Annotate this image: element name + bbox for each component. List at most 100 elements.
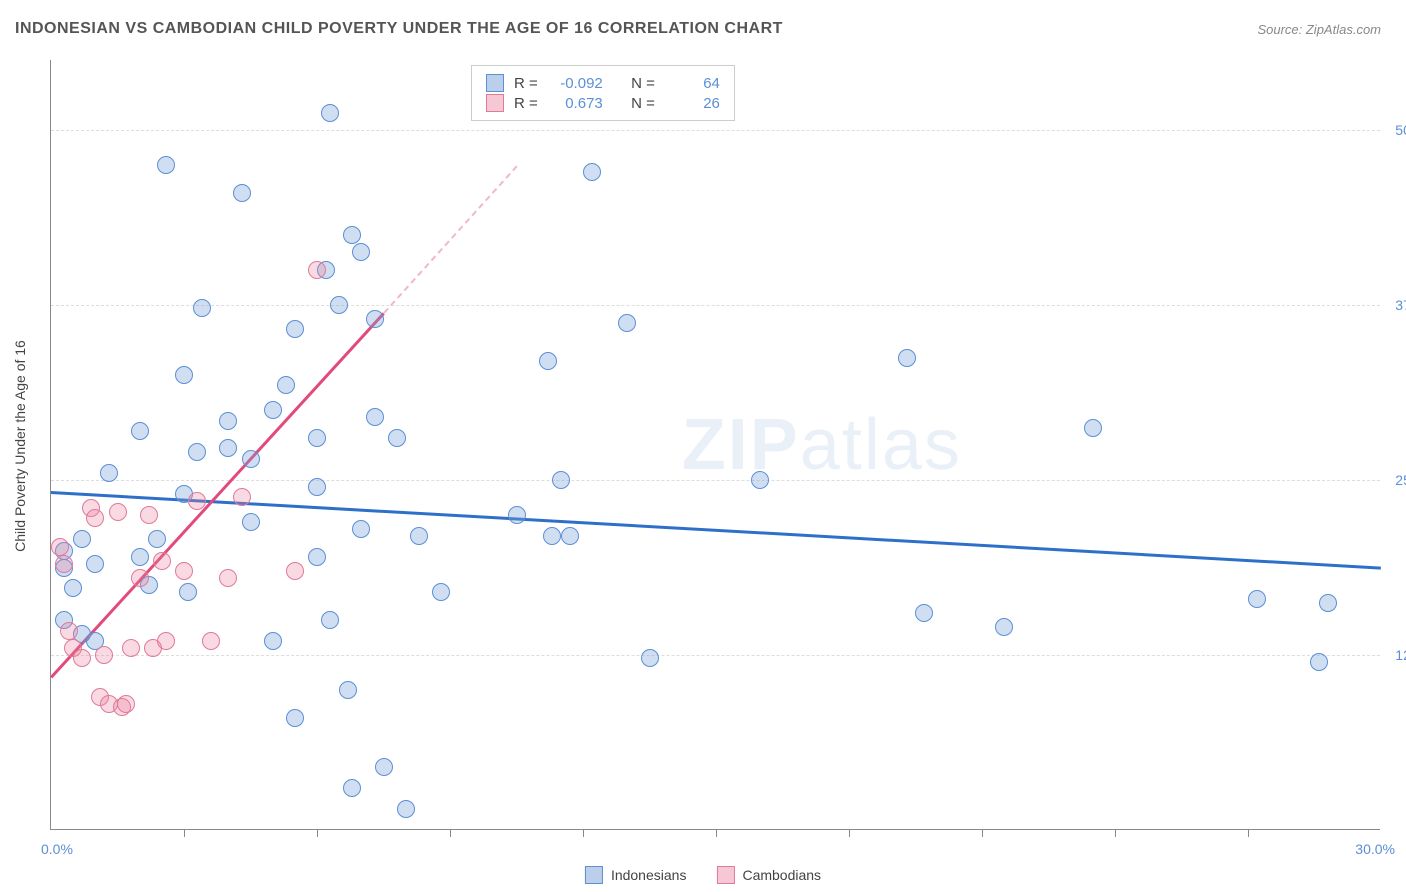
data-point <box>188 443 206 461</box>
data-point <box>219 412 237 430</box>
data-point <box>60 622 78 640</box>
watermark-light: atlas <box>800 405 962 485</box>
data-point <box>1319 594 1337 612</box>
data-point <box>193 299 211 317</box>
data-point <box>366 310 384 328</box>
watermark-bold: ZIP <box>682 405 800 485</box>
data-point <box>330 296 348 314</box>
y-tick-label: 12.5% <box>1395 647 1406 663</box>
data-point <box>109 503 127 521</box>
data-point <box>375 758 393 776</box>
chart-container: INDONESIAN VS CAMBODIAN CHILD POVERTY UN… <box>0 0 1406 892</box>
chart-title: INDONESIAN VS CAMBODIAN CHILD POVERTY UN… <box>15 20 783 38</box>
data-point <box>432 583 450 601</box>
data-point <box>308 478 326 496</box>
r-label: R = <box>514 75 538 92</box>
correlation-stats-box: R = -0.092 N = 64 R = 0.673 N = 26 <box>471 65 735 121</box>
data-point <box>343 226 361 244</box>
x-tick <box>583 829 584 837</box>
data-point <box>352 243 370 261</box>
data-point <box>157 156 175 174</box>
data-point <box>583 163 601 181</box>
data-point <box>339 681 357 699</box>
data-point <box>86 555 104 573</box>
data-point <box>95 646 113 664</box>
data-point <box>277 376 295 394</box>
data-point <box>343 779 361 797</box>
data-point <box>131 422 149 440</box>
legend-label-2: Cambodians <box>742 867 821 883</box>
r-label-2: R = <box>514 95 538 112</box>
gridline <box>51 480 1380 481</box>
n-value-1: 64 <box>665 75 720 92</box>
legend-item-cambodians: Cambodians <box>716 866 821 884</box>
data-point <box>352 520 370 538</box>
data-point <box>131 548 149 566</box>
data-point <box>175 562 193 580</box>
data-point <box>995 618 1013 636</box>
data-point <box>286 709 304 727</box>
data-point <box>308 429 326 447</box>
data-point <box>508 506 526 524</box>
data-point <box>641 649 659 667</box>
data-point <box>179 583 197 601</box>
data-point <box>321 611 339 629</box>
data-point <box>321 104 339 122</box>
x-tick <box>716 829 717 837</box>
legend-swatch-blue <box>585 866 603 884</box>
data-point <box>561 527 579 545</box>
y-tick-label: 25.0% <box>1395 472 1406 488</box>
data-point <box>219 439 237 457</box>
data-point <box>131 569 149 587</box>
data-point <box>51 538 69 556</box>
plot-area: ZIPatlas R = -0.092 N = 64 R = 0.673 N =… <box>50 60 1380 830</box>
legend-label-1: Indonesians <box>611 867 687 883</box>
x-tick <box>849 829 850 837</box>
data-point <box>388 429 406 447</box>
data-point <box>264 632 282 650</box>
x-tick <box>1115 829 1116 837</box>
data-point <box>552 471 570 489</box>
data-point <box>915 604 933 622</box>
data-point <box>751 471 769 489</box>
data-point <box>410 527 428 545</box>
source-label: Source: ZipAtlas.com <box>1257 22 1381 37</box>
data-point <box>202 632 220 650</box>
x-tick <box>982 829 983 837</box>
data-point <box>264 401 282 419</box>
swatch-pink <box>486 94 504 112</box>
data-point <box>73 649 91 667</box>
data-point <box>148 530 166 548</box>
watermark: ZIPatlas <box>682 404 962 486</box>
data-point <box>55 555 73 573</box>
y-axis-title: Child Poverty Under the Age of 16 <box>12 340 28 552</box>
data-point <box>188 492 206 510</box>
data-point <box>286 562 304 580</box>
x-tick <box>317 829 318 837</box>
data-point <box>117 695 135 713</box>
x-axis-min-label: 0.0% <box>41 841 73 857</box>
y-tick-label: 50.0% <box>1395 122 1406 138</box>
gridline <box>51 305 1380 306</box>
data-point <box>618 314 636 332</box>
data-point <box>157 632 175 650</box>
data-point <box>366 408 384 426</box>
gridline <box>51 655 1380 656</box>
gridline <box>51 130 1380 131</box>
stats-row-cambodians: R = 0.673 N = 26 <box>486 94 720 112</box>
x-axis-max-label: 30.0% <box>1355 841 1395 857</box>
data-point <box>543 527 561 545</box>
swatch-blue <box>486 74 504 92</box>
n-label-2: N = <box>631 95 655 112</box>
data-point <box>140 506 158 524</box>
x-tick <box>450 829 451 837</box>
data-point <box>308 548 326 566</box>
data-point <box>64 579 82 597</box>
bottom-legend: Indonesians Cambodians <box>585 866 821 884</box>
stats-row-indonesians: R = -0.092 N = 64 <box>486 74 720 92</box>
data-point <box>100 464 118 482</box>
data-point <box>233 184 251 202</box>
trendline-extrapolation <box>383 165 517 313</box>
data-point <box>242 513 260 531</box>
n-label: N = <box>631 75 655 92</box>
